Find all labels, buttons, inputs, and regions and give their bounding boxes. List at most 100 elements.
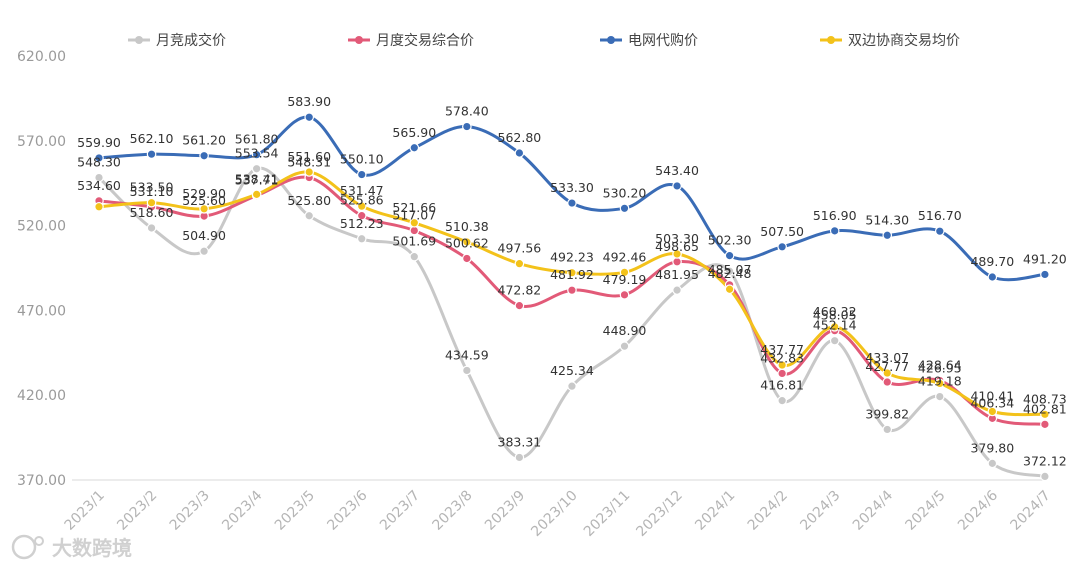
data-label-grid-purchase-price: 516.70 (918, 208, 962, 223)
legend-item-bilateral-avg-price[interactable]: 双边协商交易均价 (820, 32, 960, 49)
data-point-monthly-bidding-price[interactable] (672, 285, 682, 295)
data-label-bilateral-avg-price: 551.60 (287, 149, 331, 164)
watermark-logo-dot (34, 536, 44, 546)
data-point-monthly-composite-price[interactable] (356, 210, 367, 221)
data-point-grid-purchase-price[interactable] (882, 230, 893, 241)
data-label-bilateral-avg-price: 437.77 (760, 342, 804, 357)
data-point-monthly-bidding-price[interactable] (356, 233, 367, 244)
data-point-monthly-bidding-price[interactable] (462, 365, 472, 376)
data-label-monthly-composite-price: 402.81 (1023, 401, 1067, 416)
data-point-bilateral-avg-price[interactable] (829, 322, 840, 332)
data-point-monthly-composite-price[interactable] (619, 290, 630, 300)
data-point-bilateral-avg-price[interactable] (934, 378, 945, 389)
data-label-grid-purchase-price: 533.30 (550, 180, 594, 195)
data-point-grid-purchase-price[interactable] (829, 226, 840, 236)
data-point-grid-purchase-price[interactable] (514, 148, 525, 158)
data-point-monthly-composite-price[interactable] (462, 253, 472, 264)
data-point-bilateral-avg-price[interactable] (146, 197, 157, 208)
data-label-bilateral-avg-price: 426.95 (918, 360, 962, 375)
data-point-grid-purchase-price[interactable] (1040, 269, 1050, 280)
data-point-bilateral-avg-price[interactable] (987, 406, 998, 417)
data-label-monthly-bidding-price: 525.80 (287, 193, 331, 208)
data-point-bilateral-avg-price[interactable] (94, 201, 104, 212)
data-point-monthly-bidding-price[interactable] (1040, 471, 1050, 482)
data-point-bilateral-avg-price[interactable] (777, 360, 787, 370)
data-point-monthly-bidding-price[interactable] (934, 391, 945, 402)
data-point-monthly-bidding-price[interactable] (987, 458, 998, 469)
data-point-bilateral-avg-price[interactable] (304, 167, 314, 177)
data-point-monthly-composite-price[interactable] (672, 257, 682, 267)
data-point-bilateral-avg-price[interactable] (567, 267, 577, 278)
data-label-monthly-composite-price: 481.92 (550, 267, 594, 282)
data-point-monthly-composite-price[interactable] (1040, 419, 1050, 430)
data-point-monthly-bidding-price[interactable] (882, 424, 893, 435)
data-label-monthly-bidding-price: 518.60 (130, 205, 174, 220)
data-point-grid-purchase-price[interactable] (94, 153, 104, 163)
data-point-bilateral-avg-price[interactable] (1040, 409, 1050, 420)
data-point-bilateral-avg-price[interactable] (882, 368, 893, 378)
data-label-monthly-composite-price: 458.05 (813, 308, 857, 323)
data-point-monthly-bidding-price[interactable] (619, 341, 630, 351)
data-point-monthly-bidding-price[interactable] (146, 223, 157, 233)
data-label-monthly-bidding-price: 425.34 (550, 363, 594, 378)
data-point-monthly-composite-price[interactable] (777, 368, 787, 379)
data-point-monthly-bidding-price[interactable] (199, 246, 209, 257)
legend-item-grid-purchase-price[interactable]: 电网代购价 (600, 33, 698, 49)
y-tick-label: 370.00 (17, 473, 66, 489)
x-tick-label: 2023/10 (528, 488, 580, 540)
data-point-grid-purchase-price[interactable] (356, 169, 367, 180)
data-point-monthly-bidding-price[interactable] (251, 163, 262, 174)
data-point-monthly-bidding-price[interactable] (304, 210, 314, 221)
watermark-text: 大数跨境 (52, 536, 132, 560)
data-point-bilateral-avg-price[interactable] (724, 284, 735, 295)
x-tick-label: 2023/4 (219, 487, 265, 533)
legend-item-monthly-bidding-price[interactable]: 月竞成交价 (128, 32, 226, 49)
data-point-monthly-bidding-price[interactable] (829, 335, 840, 346)
data-point-monthly-composite-price[interactable] (567, 285, 577, 295)
data-label-monthly-bidding-price: 448.90 (603, 323, 647, 338)
data-point-grid-purchase-price[interactable] (567, 198, 577, 208)
data-point-bilateral-avg-price[interactable] (199, 204, 209, 214)
data-point-monthly-composite-price[interactable] (882, 377, 893, 387)
data-point-bilateral-avg-price[interactable] (619, 267, 630, 278)
data-labels: 548.30 518.60 504.90 553.54 525.80 512.23 501.… (77, 94, 1067, 468)
data-point-bilateral-avg-price[interactable] (462, 237, 472, 247)
data-point-grid-purchase-price[interactable] (251, 149, 262, 160)
y-tick-label: 420.00 (17, 388, 66, 404)
data-point-grid-purchase-price[interactable] (304, 112, 314, 123)
data-point-grid-purchase-price[interactable] (462, 121, 472, 132)
data-label-bilateral-avg-price: 521.66 (392, 200, 436, 215)
data-label-grid-purchase-price: 562.10 (130, 131, 174, 146)
data-point-grid-purchase-price[interactable] (619, 203, 630, 214)
data-point-grid-purchase-price[interactable] (409, 142, 420, 153)
data-label-monthly-bidding-price: 512.23 (340, 216, 384, 231)
legend-item-monthly-composite-price[interactable]: 月度交易综合价 (348, 32, 474, 49)
data-point-monthly-composite-price[interactable] (514, 300, 525, 311)
data-point-grid-purchase-price[interactable] (934, 226, 945, 236)
data-point-bilateral-avg-price[interactable] (672, 249, 682, 259)
data-point-bilateral-avg-price[interactable] (514, 258, 525, 269)
y-tick-label: 520.00 (17, 219, 66, 235)
data-point-bilateral-avg-price[interactable] (356, 201, 367, 211)
data-point-monthly-bidding-price[interactable] (94, 172, 104, 183)
data-point-monthly-bidding-price[interactable] (514, 452, 525, 463)
data-point-monthly-bidding-price[interactable] (777, 395, 787, 406)
data-point-grid-purchase-price[interactable] (199, 150, 209, 161)
series-points (94, 112, 1050, 482)
data-point-grid-purchase-price[interactable] (777, 242, 787, 252)
data-point-monthly-bidding-price[interactable] (724, 266, 735, 277)
data-point-grid-purchase-price[interactable] (146, 149, 157, 159)
data-point-bilateral-avg-price[interactable] (409, 217, 420, 228)
x-tick-label: 2023/6 (324, 487, 370, 533)
data-label-bilateral-avg-price: 529.90 (182, 186, 226, 201)
data-point-bilateral-avg-price[interactable] (251, 189, 262, 200)
data-label-bilateral-avg-price: 460.32 (813, 304, 857, 319)
x-tick-label: 2024/1 (692, 488, 738, 534)
data-point-grid-purchase-price[interactable] (724, 250, 735, 261)
data-point-monthly-bidding-price[interactable] (567, 381, 577, 391)
data-point-grid-purchase-price[interactable] (987, 272, 998, 282)
x-tick-label: 2023/1 (62, 488, 108, 534)
data-label-grid-purchase-price: 559.90 (77, 135, 121, 150)
data-point-grid-purchase-price[interactable] (672, 181, 682, 191)
data-point-monthly-bidding-price[interactable] (409, 251, 420, 262)
